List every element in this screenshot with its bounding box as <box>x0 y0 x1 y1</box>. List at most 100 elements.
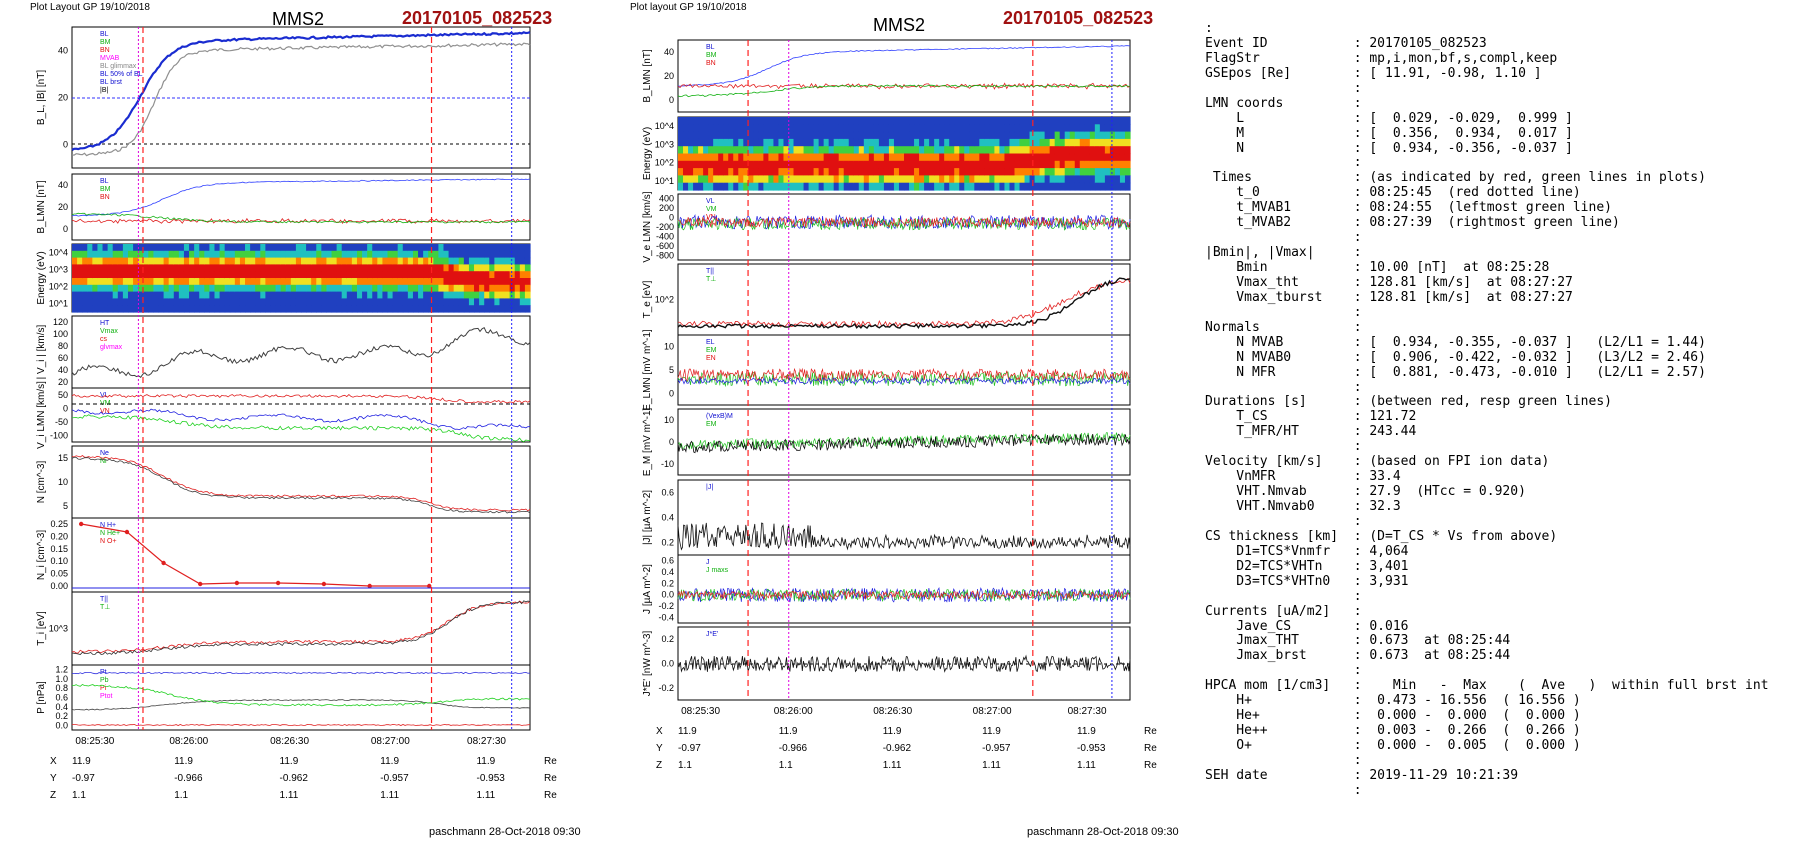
spectro-cell <box>994 117 1000 125</box>
spectro-cell <box>133 278 139 285</box>
spectro-cell <box>758 161 764 169</box>
spectro-cell <box>184 285 190 292</box>
spectro-cell <box>362 251 368 258</box>
info-line: HPCA mom [1/cm3] : Min - Max ( Ave ) wit… <box>1205 679 1769 694</box>
spectro-cell <box>1060 175 1066 183</box>
spectro-cell <box>929 139 935 147</box>
spectro-cell <box>438 278 444 285</box>
spectro-cell <box>153 292 159 299</box>
spectro-cell <box>174 292 180 299</box>
spectro-cell <box>479 244 485 251</box>
spectro-cell <box>184 244 190 251</box>
spectro-cell <box>879 146 885 154</box>
spectro-cell <box>362 244 368 251</box>
legend-entry: EN <box>706 355 716 362</box>
spectro-cell <box>377 264 383 271</box>
spectro-cell <box>834 175 840 183</box>
spectro-cell <box>423 271 429 278</box>
spectro-cell <box>733 168 739 176</box>
spectro-cell <box>999 154 1005 162</box>
BL-line <box>678 46 1130 87</box>
spectro-cell <box>352 305 358 312</box>
spectro-cell <box>449 285 455 292</box>
spectro-cell <box>286 244 292 251</box>
spectro-cell <box>133 244 139 251</box>
spectro-cell <box>240 264 246 271</box>
spectro-cell <box>678 154 684 162</box>
spectro-cell <box>433 278 439 285</box>
spectro-cell <box>362 258 368 265</box>
spectro-cell <box>834 154 840 162</box>
spectro-cell <box>1025 132 1031 140</box>
spectro-cell <box>72 285 78 292</box>
spectro-cell <box>342 305 348 312</box>
info-line: D1=TCS*Vnmfr : 4,064 <box>1205 545 1769 560</box>
spectro-cell <box>989 161 995 169</box>
spectro-cell <box>123 285 129 292</box>
spectro-cell <box>250 244 256 251</box>
spectro-cell <box>240 251 246 258</box>
spectro-cell <box>133 298 139 305</box>
spectro-cell <box>748 183 754 191</box>
spectro-cell <box>1090 161 1096 169</box>
spectro-cell <box>265 251 271 258</box>
spectro-cell <box>1115 146 1121 154</box>
spectro-cell <box>929 161 935 169</box>
spectro-cell <box>459 285 465 292</box>
spectro-cell <box>1100 154 1106 162</box>
spectro-cell <box>260 298 266 305</box>
spectro-cell <box>286 292 292 299</box>
spectro-cell <box>1095 124 1101 132</box>
spectro-cell <box>357 285 363 292</box>
spectro-cell <box>235 285 241 292</box>
spectro-cell <box>1075 117 1081 125</box>
ephem-value: 11.9 <box>72 756 91 767</box>
spectro-cell <box>520 292 526 299</box>
spectro-cell <box>954 117 960 125</box>
spectro-cell <box>250 285 256 292</box>
spectro-cell <box>984 175 990 183</box>
spectro-cell <box>1050 117 1056 125</box>
spectro-cell <box>1065 175 1071 183</box>
spectro-cell <box>77 264 83 271</box>
spectro-cell <box>459 298 465 305</box>
spectro-cell <box>505 271 511 278</box>
spectro-cell <box>768 154 774 162</box>
spectro-cell <box>1050 146 1056 154</box>
ephem-label: Y <box>50 773 57 784</box>
spectro-cell <box>474 298 480 305</box>
spectro-cell <box>316 298 322 305</box>
spectro-cell <box>494 264 500 271</box>
spectro-cell <box>82 271 88 278</box>
spectro-cell <box>382 251 388 258</box>
spectro-cell <box>164 278 170 285</box>
spectro-cell <box>794 139 800 147</box>
spectro-cell <box>276 244 282 251</box>
spectro-cell <box>204 271 210 278</box>
spectro-cell <box>362 264 368 271</box>
spectro-cell <box>403 251 409 258</box>
spectro-cell <box>525 264 531 271</box>
spectro-cell <box>909 154 915 162</box>
spectro-cell <box>352 298 358 305</box>
spectro-cell <box>693 146 699 154</box>
spectro-cell <box>510 298 516 305</box>
y-tick-label: -100 <box>50 430 68 440</box>
ephem-value: 11.9 <box>883 726 902 737</box>
spectro-cell <box>474 278 480 285</box>
y-tick-label: 60 <box>58 353 68 363</box>
spectro-cell <box>804 183 810 191</box>
spectro-cell <box>82 305 88 312</box>
spectro-cell <box>189 264 195 271</box>
spectro-cell <box>814 146 820 154</box>
spectro-cell <box>723 154 729 162</box>
spectro-cell <box>874 117 880 125</box>
spectro-cell <box>804 154 810 162</box>
spectro-cell <box>1090 183 1096 191</box>
spectro-cell <box>884 132 890 140</box>
spectro-cell <box>763 139 769 147</box>
spectro-cell <box>1115 139 1121 147</box>
spectro-cell <box>82 244 88 251</box>
spectro-cell <box>469 278 475 285</box>
spectro-cell <box>179 244 185 251</box>
